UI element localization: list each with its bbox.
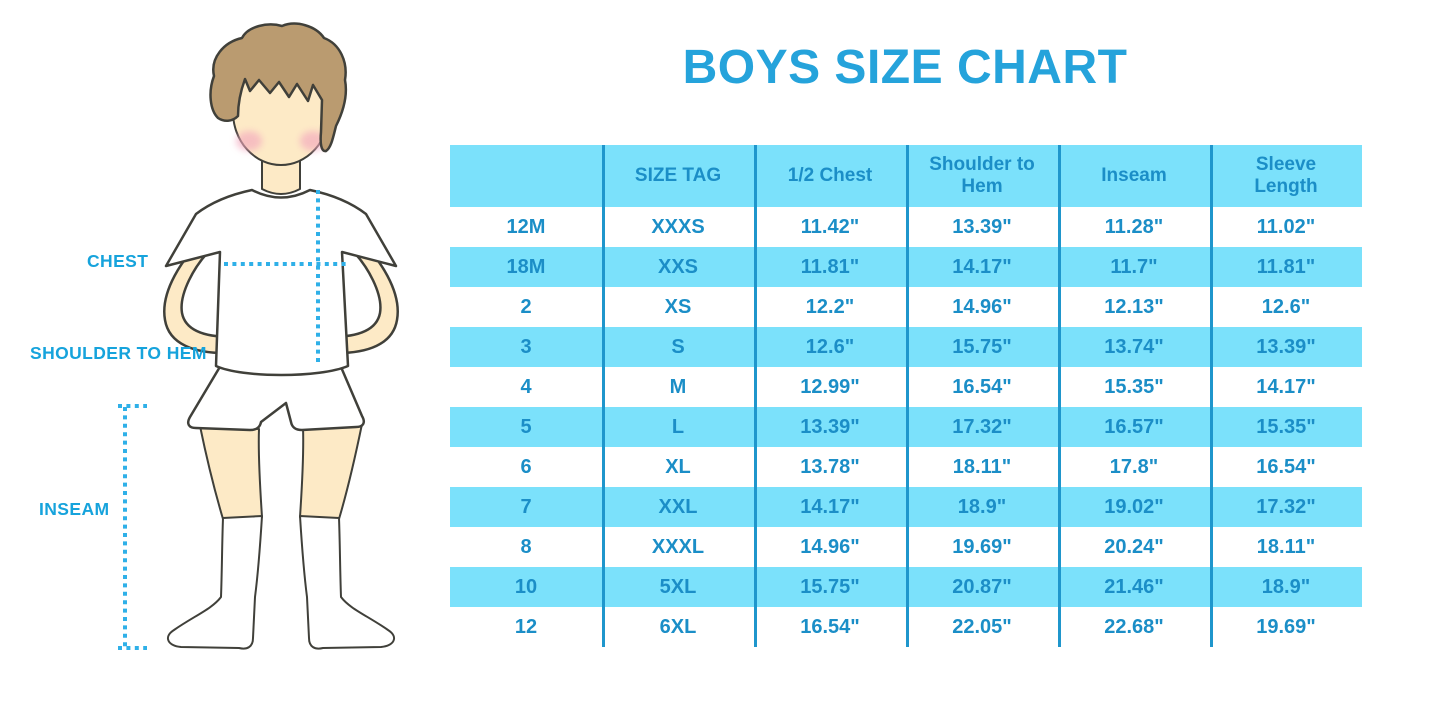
page-title: BOYS SIZE CHART	[682, 41, 1128, 94]
column-divider	[1210, 145, 1213, 647]
value-cell: 17.32"	[906, 407, 1058, 447]
row-label-cell: 10	[450, 567, 602, 607]
value-cell: 16.57"	[1058, 407, 1210, 447]
header-cell-3: Shoulder to Hem	[906, 145, 1058, 207]
value-cell: XXXS	[602, 207, 754, 247]
inseam-label: INSEAM	[39, 499, 110, 519]
shoulder-to-hem-label: SHOULDER TO HEM	[30, 343, 207, 363]
value-cell: 11.28"	[1058, 207, 1210, 247]
value-cell: 14.96"	[754, 527, 906, 567]
value-cell: 15.35"	[1058, 367, 1210, 407]
boy-tshirt	[164, 188, 398, 377]
value-cell: 19.69"	[1210, 607, 1362, 647]
value-cell: XS	[602, 287, 754, 327]
row-label-cell: 12	[450, 607, 602, 647]
value-cell: 12.6"	[1210, 287, 1362, 327]
boy-sock-right	[299, 515, 396, 650]
value-cell: S	[602, 327, 754, 367]
column-divider	[1058, 145, 1061, 647]
value-cell: 13.39"	[754, 407, 906, 447]
row-label-cell: 3	[450, 327, 602, 367]
value-cell: XXS	[602, 247, 754, 287]
boy-leg-right	[299, 423, 363, 520]
value-cell: 11.7"	[1058, 247, 1210, 287]
value-cell: 22.68"	[1058, 607, 1210, 647]
value-cell: 11.81"	[1210, 247, 1362, 287]
size-table: SIZE TAG 1/2 Chest Shoulder to Hem Inseam Sl…	[450, 145, 1362, 647]
value-cell: XXXL	[602, 527, 754, 567]
column-divider	[754, 145, 757, 647]
value-cell: 16.54"	[906, 367, 1058, 407]
value-cell: 13.39"	[1210, 327, 1362, 367]
chest-label: CHEST	[87, 251, 149, 271]
value-cell: 12.6"	[754, 327, 906, 367]
value-cell: 12.13"	[1058, 287, 1210, 327]
value-cell: 12.2"	[754, 287, 906, 327]
boy-sock-left	[166, 515, 263, 650]
value-cell: 17.32"	[1210, 487, 1362, 527]
value-cell: 22.05"	[906, 607, 1058, 647]
row-label-cell: 12M	[450, 207, 602, 247]
value-cell: 14.96"	[906, 287, 1058, 327]
header-cell-5: Sleeve Length	[1210, 145, 1362, 207]
value-cell: 18.9"	[906, 487, 1058, 527]
row-label-cell: 4	[450, 367, 602, 407]
boy-shorts	[187, 358, 365, 432]
value-cell: 12.99"	[754, 367, 906, 407]
value-cell: 15.75"	[906, 327, 1058, 367]
value-cell: 16.54"	[754, 607, 906, 647]
row-label-cell: 2	[450, 287, 602, 327]
value-cell: 19.69"	[906, 527, 1058, 567]
value-cell: 5XL	[602, 567, 754, 607]
value-cell: M	[602, 367, 754, 407]
row-label-cell: 6	[450, 447, 602, 487]
value-cell: 11.42"	[754, 207, 906, 247]
value-cell: XL	[602, 447, 754, 487]
value-cell: 20.24"	[1058, 527, 1210, 567]
value-cell: 14.17"	[754, 487, 906, 527]
value-cell: L	[602, 407, 754, 447]
header-cell-2: 1/2 Chest	[754, 145, 906, 207]
value-cell: 20.87"	[906, 567, 1058, 607]
value-cell: 17.8"	[1058, 447, 1210, 487]
value-cell: 18.11"	[1210, 527, 1362, 567]
value-cell: 19.02"	[1058, 487, 1210, 527]
boy-hair	[209, 22, 348, 153]
value-cell: 6XL	[602, 607, 754, 647]
header-cell-1: SIZE TAG	[602, 145, 754, 207]
value-cell: 15.35"	[1210, 407, 1362, 447]
column-divider	[906, 145, 909, 647]
value-cell: 11.02"	[1210, 207, 1362, 247]
value-cell: 18.9"	[1210, 567, 1362, 607]
header-cell-0	[450, 145, 602, 207]
value-cell: 13.78"	[754, 447, 906, 487]
value-cell: XXL	[602, 487, 754, 527]
boy-illustration	[118, 22, 399, 650]
value-cell: 13.39"	[906, 207, 1058, 247]
value-cell: 18.11"	[906, 447, 1058, 487]
header-cell-4: Inseam	[1058, 145, 1210, 207]
row-label-cell: 7	[450, 487, 602, 527]
value-cell: 13.74"	[1058, 327, 1210, 367]
value-cell: 16.54"	[1210, 447, 1362, 487]
value-cell: 14.17"	[906, 247, 1058, 287]
boy-leg-left	[199, 425, 263, 520]
row-label-cell: 5	[450, 407, 602, 447]
row-label-cell: 8	[450, 527, 602, 567]
column-divider	[602, 145, 605, 647]
value-cell: 14.17"	[1210, 367, 1362, 407]
value-cell: 11.81"	[754, 247, 906, 287]
value-cell: 21.46"	[1058, 567, 1210, 607]
row-label-cell: 18M	[450, 247, 602, 287]
boy-cheek-left	[236, 131, 262, 151]
value-cell: 15.75"	[754, 567, 906, 607]
